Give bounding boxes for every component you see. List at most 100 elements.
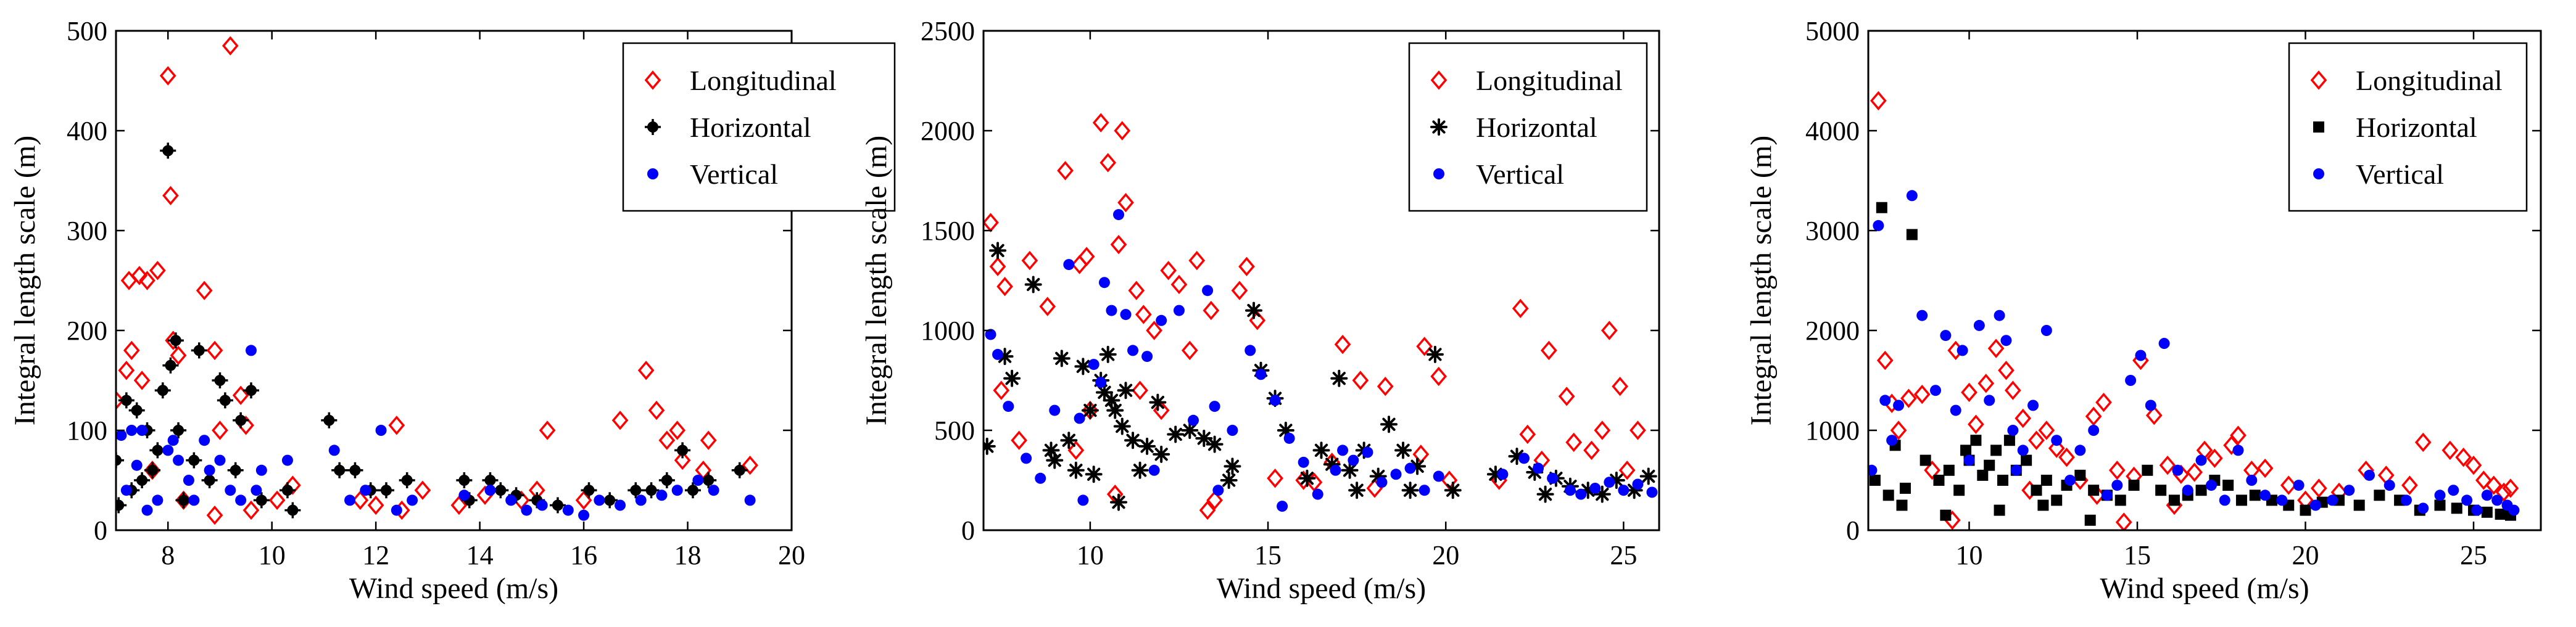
vertical-point-47: [2448, 485, 2459, 496]
longitudinal-point-22: [352, 490, 369, 510]
vertical-point-42: [2364, 469, 2375, 481]
vertical-point-23: [1245, 345, 1256, 356]
legend-marker-horizontal: [645, 119, 661, 135]
vertical-point-25: [1269, 395, 1281, 406]
axes-box: [982, 30, 1660, 531]
x-tick-label-7: 20: [778, 540, 805, 570]
vertical-point-26: [458, 490, 470, 501]
vertical-point-38: [692, 475, 704, 486]
horizontal-point-53: [1896, 499, 1908, 511]
longitudinal-point-15: [1128, 281, 1145, 300]
series-vertical: [116, 345, 756, 521]
longitudinal-point-46: [2475, 470, 2492, 490]
horizontal-point-21: [1124, 432, 1142, 449]
horizontal-point-22: [2051, 494, 2063, 506]
vertical-point-31: [2195, 454, 2207, 466]
vertical-point-47: [1646, 486, 1658, 498]
vertical-point-12: [1984, 395, 1995, 406]
longitudinal-point-35: [2280, 475, 2297, 495]
longitudinal-point-4: [1890, 420, 1907, 440]
horizontal-point-23: [279, 482, 296, 499]
legend-marker-longitudinal: [644, 70, 661, 90]
horizontal-point-19: [2021, 454, 2032, 466]
vertical-point-35: [2246, 475, 2258, 486]
vertical-point-43: [1589, 482, 1601, 494]
legend-label-horizontal: Horizontal: [1476, 112, 1597, 143]
legend-label-longitudinal: Longitudinal: [2356, 65, 2503, 96]
y-tick-label-3: 1000: [921, 316, 975, 346]
vertical-point-7: [1063, 259, 1075, 271]
vertical-point-1: [1873, 219, 1884, 231]
vertical-point-28: [1312, 488, 1323, 500]
y-tick-label-2: 500: [934, 416, 975, 446]
vertical-point-15: [225, 485, 236, 496]
horizontal-point-13: [1977, 469, 1989, 481]
vertical-point-19: [2051, 435, 2063, 446]
vertical-point-8: [167, 435, 179, 446]
longitudinal-point-33: [1377, 377, 1394, 396]
longitudinal-point-5: [131, 266, 148, 285]
vertical-point-23: [2101, 490, 2113, 501]
vertical-point-30: [2182, 485, 2193, 496]
horizontal-point-29: [1224, 457, 1241, 475]
vertical-point-56: [2010, 464, 2022, 476]
vertical-point-17: [2027, 400, 2039, 411]
vertical-point-19: [1188, 414, 1199, 426]
vertical-point-43: [2383, 480, 2395, 491]
longitudinal-point-11: [170, 345, 187, 366]
horizontal-point-33: [492, 482, 509, 499]
longitudinal-point-5: [1021, 250, 1038, 271]
horizontal-point-27: [2114, 494, 2126, 506]
vertical-point-49: [1212, 485, 1224, 496]
y-tick-label-3: 200: [67, 316, 107, 346]
legend-label-longitudinal: Longitudinal: [690, 65, 837, 96]
horizontal-point-28: [2128, 480, 2140, 491]
vertical-point-34: [615, 499, 626, 511]
vertical-point-30: [536, 499, 548, 511]
horizontal-point-14: [1984, 459, 1995, 471]
horizontal-point-50: [2481, 506, 2493, 518]
vertical-point-2: [992, 348, 1004, 360]
horizontal-point-15: [191, 342, 207, 359]
horizontal-point-31: [2168, 494, 2180, 506]
vertical-point-10: [1963, 454, 1975, 466]
vertical-point-44: [2401, 494, 2412, 506]
horizontal-point-10: [160, 142, 176, 159]
horizontal-point-16: [1103, 391, 1120, 409]
longitudinal-point-2: [989, 256, 1006, 277]
vertical-point-55: [1957, 345, 1968, 356]
horizontal-point-46: [149, 442, 166, 459]
horizontal-point-40: [2300, 504, 2311, 516]
longitudinal-point-8: [1961, 382, 1978, 403]
horizontal-point-36: [1323, 456, 1341, 473]
vertical-point-4: [1893, 400, 1905, 411]
longitudinal-point-24: [388, 416, 405, 435]
longitudinal-point-14: [1110, 234, 1127, 255]
vertical-point-28: [505, 494, 517, 506]
vertical-point-19: [281, 454, 293, 466]
vertical-point-18: [2040, 325, 2052, 336]
horizontal-point-25: [331, 462, 348, 478]
y-axis-label: Integral length scale (m): [9, 136, 41, 425]
horizontal-point-19: [1113, 417, 1131, 435]
vertical-point-14: [214, 454, 226, 466]
longitudinal-point-16: [232, 385, 249, 406]
legend-marker-longitudinal: [1430, 70, 1447, 90]
y-tick-label-2: 1000: [1805, 416, 1860, 446]
y-tick-label-6: 2500: [921, 16, 975, 46]
horizontal-point-57: [1153, 445, 1170, 463]
longitudinal-point-21: [1203, 300, 1220, 321]
series-longitudinal: [1870, 91, 2519, 530]
longitudinal-point-34: [648, 400, 665, 420]
horizontal-point-51: [1579, 482, 1597, 499]
horizontal-point-59: [1348, 482, 1366, 499]
longitudinal-point-6: [139, 271, 155, 290]
vertical-point-29: [521, 504, 532, 516]
horizontal-point-36: [549, 497, 566, 514]
axes-box: [1867, 30, 2542, 531]
vertical-point-36: [2259, 490, 2271, 501]
vertical-point-46: [2434, 490, 2446, 501]
vertical-point-13: [204, 464, 215, 476]
legend-marker-vertical: [647, 168, 658, 179]
y-tick-label-5: 400: [67, 116, 107, 146]
